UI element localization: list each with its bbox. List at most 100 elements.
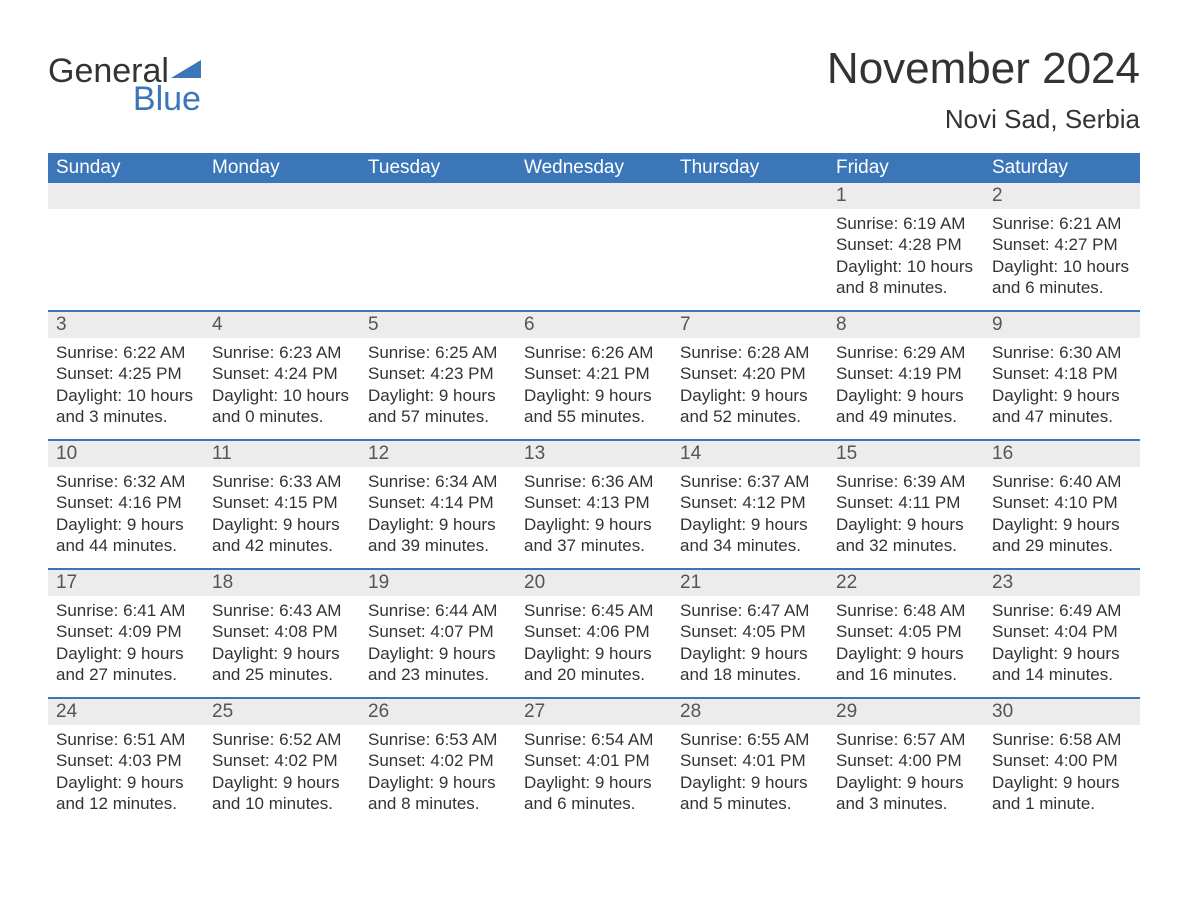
- day-number: 22: [828, 570, 984, 596]
- sunrise-text: Sunrise: 6:21 AM: [992, 213, 1132, 234]
- calendar-body: 1Sunrise: 6:19 AMSunset: 4:28 PMDaylight…: [48, 183, 1140, 827]
- daylight-text: Daylight: 9 hours and 16 minutes.: [836, 643, 976, 686]
- day-number: 17: [48, 570, 204, 596]
- day-cell: 26Sunrise: 6:53 AMSunset: 4:02 PMDayligh…: [360, 699, 516, 827]
- day-cell: 6Sunrise: 6:26 AMSunset: 4:21 PMDaylight…: [516, 312, 672, 440]
- daylight-text: Daylight: 9 hours and 32 minutes.: [836, 514, 976, 557]
- sunset-text: Sunset: 4:14 PM: [368, 492, 508, 513]
- day-header: Thursday: [672, 153, 828, 183]
- day-details: Sunrise: 6:29 AMSunset: 4:19 PMDaylight:…: [828, 338, 984, 435]
- logo-word2: Blue: [48, 82, 201, 116]
- day-details: Sunrise: 6:57 AMSunset: 4:00 PMDaylight:…: [828, 725, 984, 822]
- sunset-text: Sunset: 4:28 PM: [836, 234, 976, 255]
- sunset-text: Sunset: 4:00 PM: [836, 750, 976, 771]
- sunrise-text: Sunrise: 6:30 AM: [992, 342, 1132, 363]
- day-cell: [516, 183, 672, 311]
- day-number-empty: [672, 183, 828, 209]
- sunset-text: Sunset: 4:10 PM: [992, 492, 1132, 513]
- sunrise-text: Sunrise: 6:51 AM: [56, 729, 196, 750]
- day-details: Sunrise: 6:48 AMSunset: 4:05 PMDaylight:…: [828, 596, 984, 693]
- sunrise-text: Sunrise: 6:52 AM: [212, 729, 352, 750]
- week-row: 1Sunrise: 6:19 AMSunset: 4:28 PMDaylight…: [48, 183, 1140, 311]
- day-cell: 16Sunrise: 6:40 AMSunset: 4:10 PMDayligh…: [984, 441, 1140, 569]
- day-number: 26: [360, 699, 516, 725]
- sunrise-text: Sunrise: 6:54 AM: [524, 729, 664, 750]
- week-row: 10Sunrise: 6:32 AMSunset: 4:16 PMDayligh…: [48, 441, 1140, 569]
- daylight-text: Daylight: 9 hours and 8 minutes.: [368, 772, 508, 815]
- day-number: 8: [828, 312, 984, 338]
- day-details: Sunrise: 6:33 AMSunset: 4:15 PMDaylight:…: [204, 467, 360, 564]
- day-cell: 3Sunrise: 6:22 AMSunset: 4:25 PMDaylight…: [48, 312, 204, 440]
- day-header: Saturday: [984, 153, 1140, 183]
- day-cell: 29Sunrise: 6:57 AMSunset: 4:00 PMDayligh…: [828, 699, 984, 827]
- day-number: 18: [204, 570, 360, 596]
- day-cell: 17Sunrise: 6:41 AMSunset: 4:09 PMDayligh…: [48, 570, 204, 698]
- sunset-text: Sunset: 4:02 PM: [368, 750, 508, 771]
- day-header: Friday: [828, 153, 984, 183]
- sunset-text: Sunset: 4:21 PM: [524, 363, 664, 384]
- day-cell: 23Sunrise: 6:49 AMSunset: 4:04 PMDayligh…: [984, 570, 1140, 698]
- sunrise-text: Sunrise: 6:29 AM: [836, 342, 976, 363]
- day-cell: 30Sunrise: 6:58 AMSunset: 4:00 PMDayligh…: [984, 699, 1140, 827]
- sunset-text: Sunset: 4:16 PM: [56, 492, 196, 513]
- sunset-text: Sunset: 4:18 PM: [992, 363, 1132, 384]
- daylight-text: Daylight: 9 hours and 49 minutes.: [836, 385, 976, 428]
- day-cell: 27Sunrise: 6:54 AMSunset: 4:01 PMDayligh…: [516, 699, 672, 827]
- day-details: Sunrise: 6:23 AMSunset: 4:24 PMDaylight:…: [204, 338, 360, 435]
- sunset-text: Sunset: 4:11 PM: [836, 492, 976, 513]
- sunrise-text: Sunrise: 6:28 AM: [680, 342, 820, 363]
- sunrise-text: Sunrise: 6:36 AM: [524, 471, 664, 492]
- day-details: Sunrise: 6:26 AMSunset: 4:21 PMDaylight:…: [516, 338, 672, 435]
- day-cell: 2Sunrise: 6:21 AMSunset: 4:27 PMDaylight…: [984, 183, 1140, 311]
- sunrise-text: Sunrise: 6:48 AM: [836, 600, 976, 621]
- day-header: Wednesday: [516, 153, 672, 183]
- day-cell: 18Sunrise: 6:43 AMSunset: 4:08 PMDayligh…: [204, 570, 360, 698]
- sunrise-text: Sunrise: 6:25 AM: [368, 342, 508, 363]
- daylight-text: Daylight: 9 hours and 42 minutes.: [212, 514, 352, 557]
- header-row: General Blue November 2024 Novi Sad, Ser…: [48, 30, 1140, 149]
- day-number: 4: [204, 312, 360, 338]
- day-number: 3: [48, 312, 204, 338]
- daylight-text: Daylight: 9 hours and 29 minutes.: [992, 514, 1132, 557]
- sunset-text: Sunset: 4:01 PM: [680, 750, 820, 771]
- day-number: 29: [828, 699, 984, 725]
- day-number: 6: [516, 312, 672, 338]
- day-cell: 13Sunrise: 6:36 AMSunset: 4:13 PMDayligh…: [516, 441, 672, 569]
- calendar-table: SundayMondayTuesdayWednesdayThursdayFrid…: [48, 153, 1140, 827]
- day-number: 14: [672, 441, 828, 467]
- day-number: 25: [204, 699, 360, 725]
- sunset-text: Sunset: 4:25 PM: [56, 363, 196, 384]
- week-row: 24Sunrise: 6:51 AMSunset: 4:03 PMDayligh…: [48, 699, 1140, 827]
- sunset-text: Sunset: 4:27 PM: [992, 234, 1132, 255]
- sunrise-text: Sunrise: 6:45 AM: [524, 600, 664, 621]
- logo: General Blue: [48, 30, 201, 116]
- day-cell: [672, 183, 828, 311]
- day-cell: 7Sunrise: 6:28 AMSunset: 4:20 PMDaylight…: [672, 312, 828, 440]
- sunset-text: Sunset: 4:23 PM: [368, 363, 508, 384]
- day-number: 15: [828, 441, 984, 467]
- day-details: Sunrise: 6:51 AMSunset: 4:03 PMDaylight:…: [48, 725, 204, 822]
- sunset-text: Sunset: 4:13 PM: [524, 492, 664, 513]
- day-details: Sunrise: 6:47 AMSunset: 4:05 PMDaylight:…: [672, 596, 828, 693]
- day-details: Sunrise: 6:22 AMSunset: 4:25 PMDaylight:…: [48, 338, 204, 435]
- day-cell: 25Sunrise: 6:52 AMSunset: 4:02 PMDayligh…: [204, 699, 360, 827]
- day-details: Sunrise: 6:39 AMSunset: 4:11 PMDaylight:…: [828, 467, 984, 564]
- day-cell: 22Sunrise: 6:48 AMSunset: 4:05 PMDayligh…: [828, 570, 984, 698]
- daylight-text: Daylight: 9 hours and 37 minutes.: [524, 514, 664, 557]
- day-cell: 1Sunrise: 6:19 AMSunset: 4:28 PMDaylight…: [828, 183, 984, 311]
- day-number: 11: [204, 441, 360, 467]
- day-cell: 14Sunrise: 6:37 AMSunset: 4:12 PMDayligh…: [672, 441, 828, 569]
- daylight-text: Daylight: 9 hours and 44 minutes.: [56, 514, 196, 557]
- week-row: 17Sunrise: 6:41 AMSunset: 4:09 PMDayligh…: [48, 570, 1140, 698]
- day-number: 5: [360, 312, 516, 338]
- daylight-text: Daylight: 9 hours and 14 minutes.: [992, 643, 1132, 686]
- day-details: Sunrise: 6:30 AMSunset: 4:18 PMDaylight:…: [984, 338, 1140, 435]
- daylight-text: Daylight: 9 hours and 3 minutes.: [836, 772, 976, 815]
- sunrise-text: Sunrise: 6:55 AM: [680, 729, 820, 750]
- sunset-text: Sunset: 4:20 PM: [680, 363, 820, 384]
- day-number: 27: [516, 699, 672, 725]
- day-number-empty: [360, 183, 516, 209]
- day-header: Sunday: [48, 153, 204, 183]
- daylight-text: Daylight: 9 hours and 27 minutes.: [56, 643, 196, 686]
- day-number: 10: [48, 441, 204, 467]
